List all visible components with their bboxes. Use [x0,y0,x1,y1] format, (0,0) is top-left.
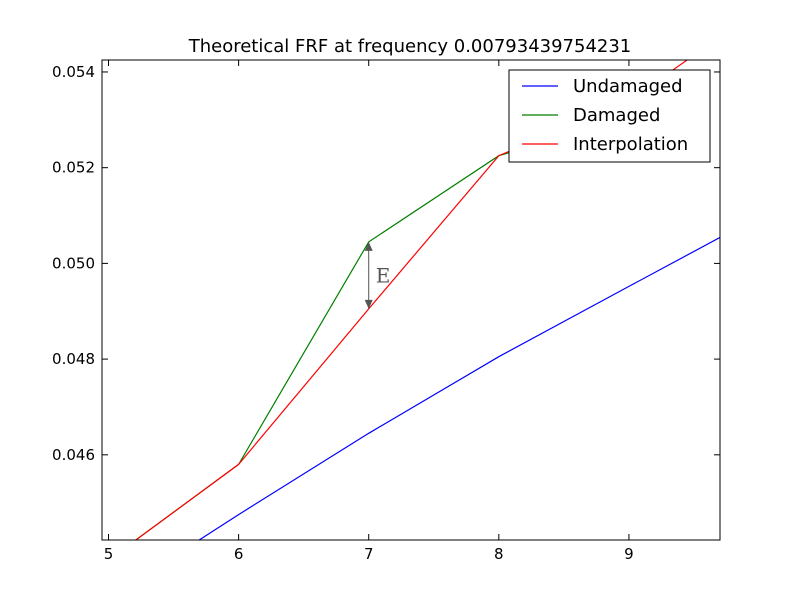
legend-label-undamaged: Undamaged [573,76,683,97]
annotation-layer: E [364,241,391,309]
x-tick-label: 5 [104,545,114,563]
y-tick-label: 0.050 [52,254,95,272]
chart-title: Theoretical FRF at frequency 0.007934397… [188,36,632,57]
legend-box [508,69,711,163]
series-line-undamaged [198,236,720,540]
y-tick-label: 0.054 [52,63,95,81]
legend-label-damaged: Damaged [573,105,660,126]
annotation-label: E [376,263,391,287]
axis-ticks: 5 6 7 8 9 0.046 0.048 0.050 0.052 0.054 [52,60,720,563]
y-tick-label: 0.046 [52,446,95,464]
annotation-arrow-head-up [364,241,373,251]
y-tick-label: 0.052 [52,159,95,177]
legend: Undamaged Damaged Interpolation [508,69,711,163]
x-tick-label: 9 [624,545,634,563]
legend-label-interpolation: Interpolation [573,134,688,155]
x-tick-label: 6 [234,545,244,563]
series-line-damaged [134,116,630,540]
plot-frame [101,59,721,541]
annotation-arrow-head-down [364,299,373,309]
x-tick-label: 7 [364,545,374,563]
y-tick-label: 0.048 [52,350,95,368]
x-tick-label: 8 [494,545,504,563]
